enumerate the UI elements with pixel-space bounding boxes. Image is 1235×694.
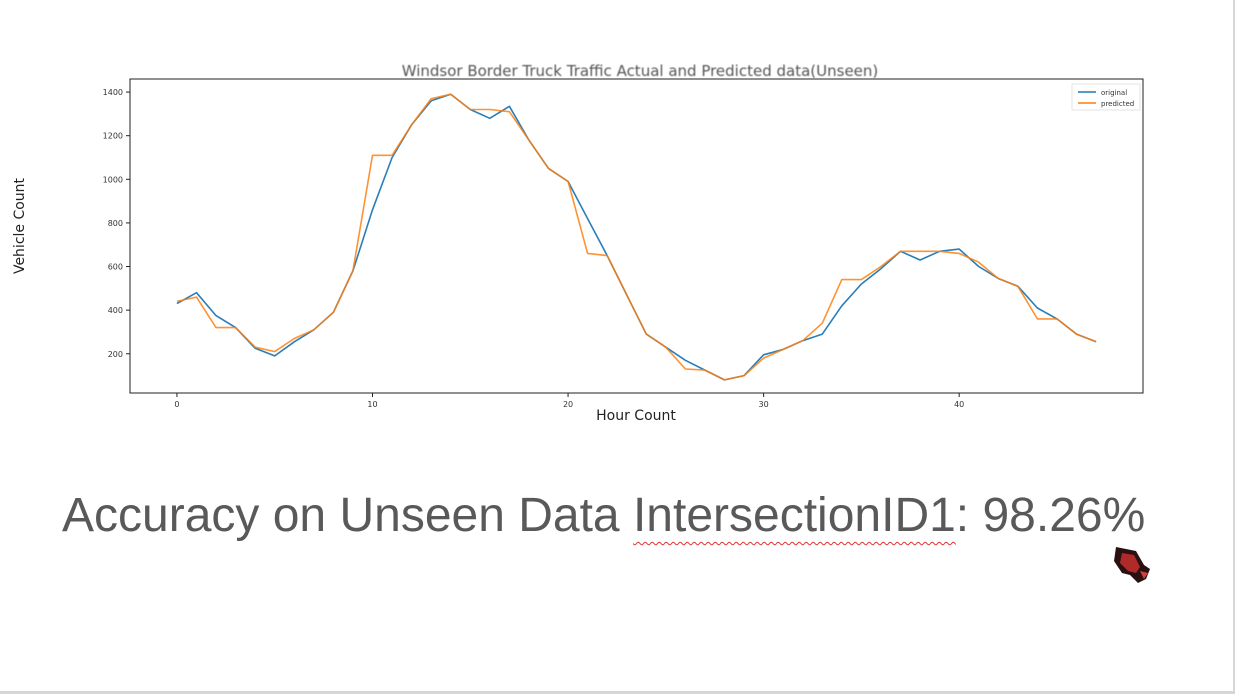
intersection-id-term: IntersectionID1 (632, 489, 956, 542)
x-tick-label: 0 (174, 400, 179, 409)
x-tick-label: 10 (367, 400, 377, 409)
slide-border-right (1233, 0, 1235, 694)
chart-title-clip: Windsor Border Truck Traffic Actual and … (300, 60, 980, 78)
x-tick-label: 30 (759, 400, 769, 409)
chart-title: Windsor Border Truck Traffic Actual and … (401, 62, 879, 78)
legend-label-original: original (1101, 89, 1127, 97)
highlighter-cursor-icon (1114, 547, 1150, 583)
legend-label-predicted: predicted (1101, 100, 1134, 108)
y-tick-label: 1000 (103, 175, 123, 184)
y-tick-label: 200 (108, 350, 123, 359)
y-tick-label: 1200 (103, 132, 123, 141)
y-tick-label: 800 (108, 219, 123, 228)
x-tick-label: 20 (563, 400, 573, 409)
y-axis-label: Vehicle Count (12, 177, 28, 275)
y-tick-label: 400 (108, 306, 123, 315)
x-tick-label: 40 (954, 400, 964, 409)
x-axis-label: Hour Count (596, 408, 676, 424)
accuracy-caption: Accuracy on Unseen Data IntersectionID1:… (62, 488, 1145, 543)
legend-box (1071, 83, 1141, 111)
accuracy-suffix: : 98.26% (955, 489, 1146, 542)
y-tick-label: 600 (108, 263, 123, 272)
accuracy-prefix: Accuracy on Unseen Data (62, 489, 633, 542)
slide-border-bottom (0, 691, 1235, 694)
plot-frame (129, 78, 1144, 394)
series-line-predicted (176, 93, 1097, 381)
chart: 200 400 600 800 1000 1200 1400 0 10 20 30 40 origi… (103, 78, 1144, 424)
y-tick-label: 1400 (103, 88, 123, 97)
